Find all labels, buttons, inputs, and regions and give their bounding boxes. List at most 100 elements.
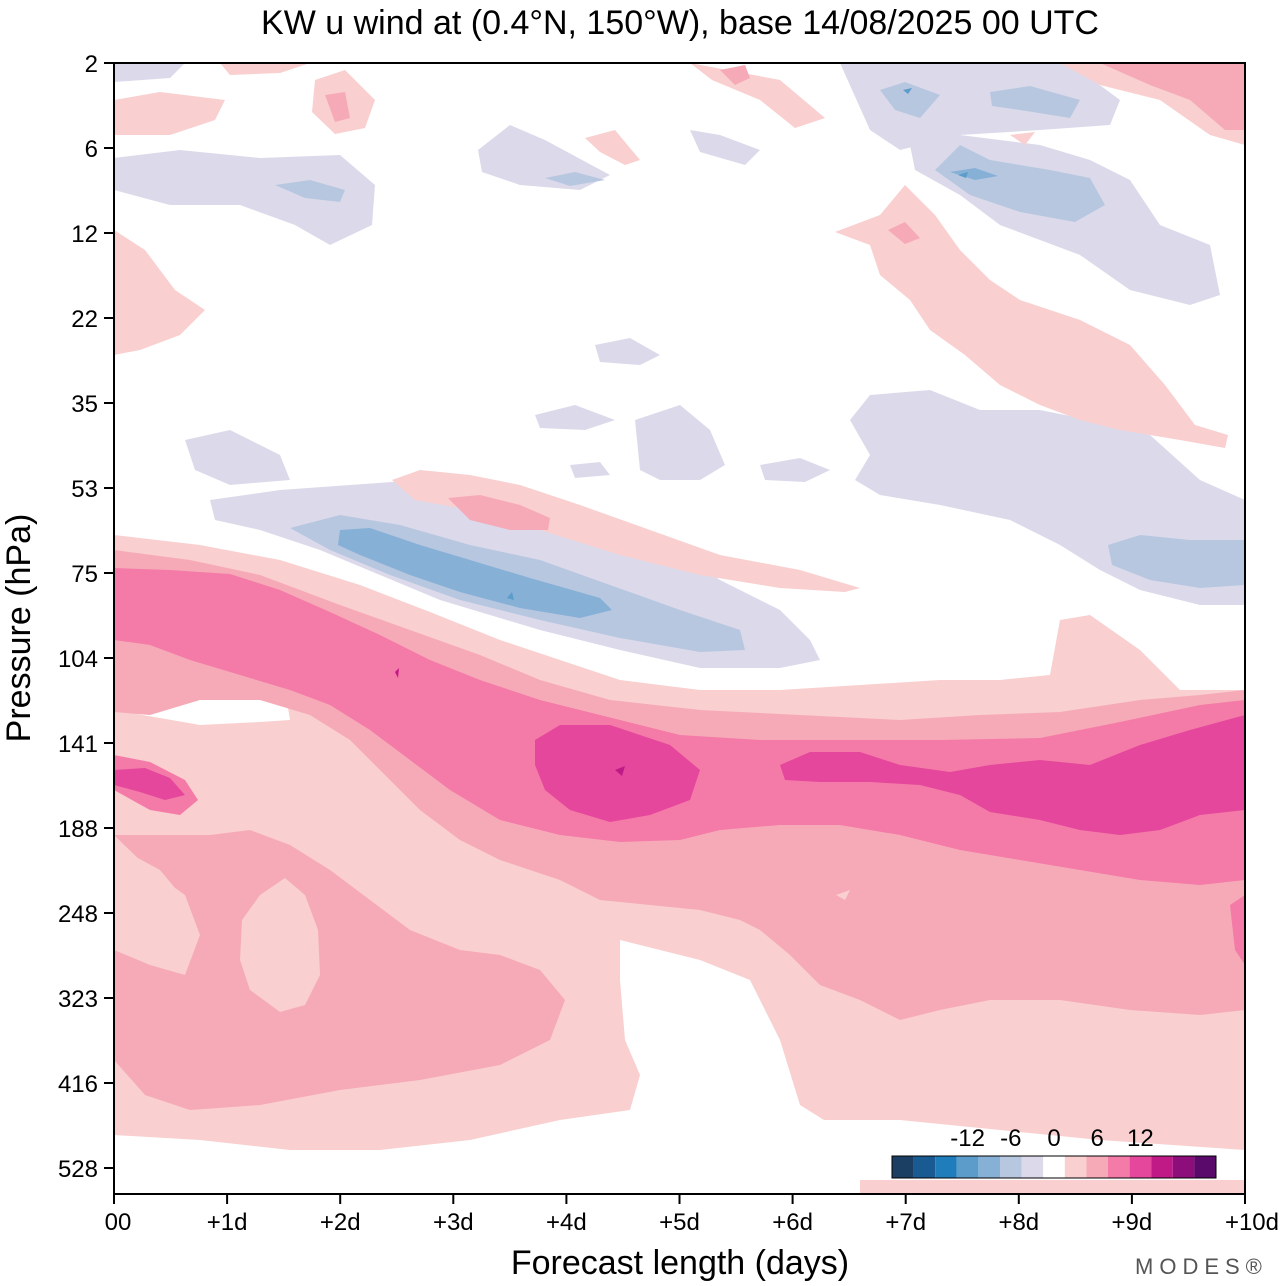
contour-pos-weak [114,230,205,355]
x-axis: 00 +1d +2d +3d +4d +5d +6d +7d +8d +9d +10d [105,1194,1279,1236]
contour-neg-weak [114,63,185,82]
contour-neg-strong [950,168,998,180]
contour-pos-moderate [448,495,550,530]
y-tick-label: 323 [58,986,98,1013]
contour-neg-moderate [880,82,940,118]
contour-neg-moderate [275,180,345,202]
y-tick-label: 53 [71,476,98,503]
colorbar-swatch [892,1156,914,1178]
contour-neg-weak [114,150,375,245]
contour-pos-weak [690,63,825,128]
x-axis-label: Forecast length (days) [511,1244,849,1282]
contour-neg-weak [570,462,610,478]
y-tick-label: 6 [85,136,98,163]
x-tick-label: +6d [772,1209,813,1236]
x-tick-label: +7d [885,1209,926,1236]
colorbar-swatch [1129,1156,1152,1178]
contour-neg-weak [840,63,1120,150]
y-tick-label: 188 [58,816,98,843]
contour-neg-moderate [1108,535,1245,588]
colorbar-swatch [913,1156,936,1178]
colorbar-label: -6 [1000,1125,1021,1152]
x-tick-label: 00 [105,1209,132,1236]
colorbar-swatch [1108,1156,1130,1178]
contour-neg-weak [185,430,290,485]
y-tick-label: 528 [58,1156,98,1183]
colorbar-swatch [1064,1156,1087,1178]
contour-neg-weak [690,130,760,165]
contour-neg-moderate [990,86,1080,118]
colorbar-swatch [1000,1156,1022,1178]
contour-pos-weak [1010,132,1035,145]
x-tick-label: +8d [998,1209,1039,1236]
contour-pos-strong [114,568,1245,885]
colorbar-label: 6 [1091,1125,1104,1152]
x-tick-label: +3d [433,1209,474,1236]
y-tick-label: 12 [71,221,98,248]
colorbar-swatch [978,1156,1000,1178]
contour-pos-weak [220,63,310,75]
contour-neg-weak [635,405,725,480]
y-tick-label: 75 [71,561,98,588]
x-tick-label: +9d [1112,1209,1153,1236]
colorbar-swatch [1194,1156,1216,1178]
y-tick-label: 416 [58,1071,98,1098]
x-tick-label: +4d [546,1209,587,1236]
contour-pos-weak [835,185,1228,448]
x-tick-label: +1d [207,1209,248,1236]
contour-pos-weak [836,890,850,900]
contour-neg-max [958,172,968,178]
contour-zero [114,940,860,1194]
contour-pos-weak [114,92,225,135]
x-tick-label: +10d [1225,1209,1279,1236]
contour-pos-weak [585,130,640,165]
y-tick-label: 141 [58,731,98,758]
contour-neg-max [507,592,514,600]
colorbar: -12 -6 0 6 12 [890,1125,1218,1180]
contour-pos-max [615,766,625,776]
contour-pos-moderate [325,92,350,122]
contour-pos-moderate [720,65,750,85]
contour-neg-strong [338,528,612,618]
y-axis-label: Pressure (hPa) [0,514,38,743]
contour-neg-weak [760,458,830,482]
contour-neg-weak [595,338,660,365]
colorbar-label: 0 [1047,1125,1060,1152]
contour-pos-weak [392,470,860,592]
y-tick-label: 35 [71,391,98,418]
colorbar-label: 12 [1127,1125,1154,1152]
colorbar-label: -12 [950,1125,985,1152]
contour-field [114,63,1245,1194]
x-tick-label: +5d [659,1209,700,1236]
chart-title: KW u wind at (0.4°N, 150°W), base 14/08/… [261,4,1099,42]
colorbar-swatch [1021,1156,1044,1178]
y-tick-label: 2 [85,51,98,78]
contour-pos-core [114,768,185,800]
contour-pos-core [780,715,1245,835]
colorbar-swatch [1151,1156,1173,1178]
x-tick-label: +2d [320,1209,361,1236]
contour-pos-weak [114,845,190,970]
colorbar-swatch [935,1156,957,1178]
contour-neg-max [903,88,912,94]
y-tick-label: 104 [58,646,98,673]
contour-neg-weak [535,405,615,430]
contour-pos-moderate [114,830,565,1110]
contour-pos-core [535,725,700,822]
contour-neg-moderate [545,172,605,186]
contour-pos-max [395,668,399,678]
brand-logo: MODES® [1135,1254,1268,1279]
contour-neg-moderate [935,145,1105,222]
y-tick-label: 248 [58,901,98,928]
contour-pos-moderate [1100,63,1245,130]
contour-pos-strong [1230,895,1245,965]
y-axis: 2 6 12 22 35 53 75 104 141 188 248 323 416 528 [58,51,114,1183]
colorbar-swatch [1086,1156,1108,1178]
colorbar-swatch [956,1156,979,1178]
colorbar-frame [891,1155,1217,1179]
contour-pos-weak [240,878,320,1012]
contour-pos-moderate [888,222,920,244]
colorbar-swatch [1043,1156,1065,1178]
y-tick-label: 22 [71,306,98,333]
